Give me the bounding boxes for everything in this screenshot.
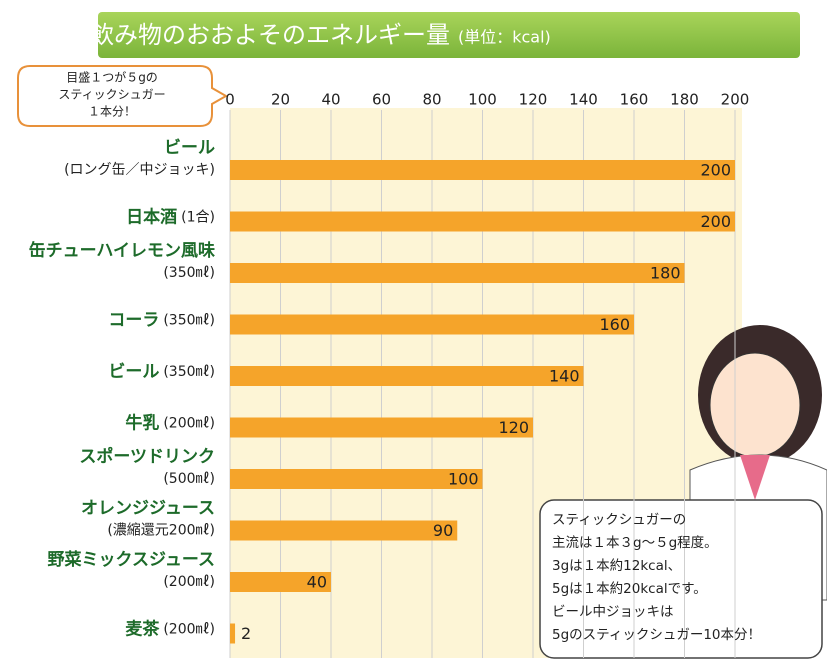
speech-text: 3gは１本約12kcal、 [552,558,681,574]
value-label: 140 [549,367,580,386]
x-tick-label: 100 [468,91,497,109]
category-label-group: ビール(350㎖) [108,362,215,382]
category-label: 野菜ミックスジュース [48,550,215,570]
value-label: 200 [700,212,731,231]
category-note: (200㎖) [163,574,215,590]
category-label: コーラ [108,311,159,331]
category-note: (1合) [181,210,215,226]
bar [230,263,685,283]
value-label: 100 [448,470,479,489]
x-tick-label: 120 [519,91,548,109]
category-label: ビール [108,362,159,382]
value-label: 180 [650,264,681,283]
x-tick-label: 60 [372,91,391,109]
speech-text: スティックシュガーの [552,512,686,528]
bar [230,624,235,644]
x-tick-label: 40 [321,91,340,109]
scale-note: 目盛１つが５gの [66,70,158,85]
bar [230,469,483,489]
x-tick-label: 200 [721,91,750,109]
category-note: (350㎖) [163,265,215,281]
category-label: 缶チューハイレモン風味 [29,240,215,261]
category-note: (200㎖) [163,416,215,432]
value-label: 40 [307,573,327,592]
category-label-group: コーラ(350㎖) [108,311,215,331]
scale-note: １本分！ [88,105,136,119]
chart-subtitle: (単位：kcal) [458,28,551,47]
category-label: 麦茶 [125,619,160,640]
bar [230,212,735,232]
x-tick-label: 20 [271,91,290,109]
x-tick-label: 0 [225,91,235,109]
category-label-group: 麦茶(200㎖) [125,619,215,640]
category-label-group: 牛乳(200㎖) [125,413,215,434]
category-note: (200㎖) [163,622,215,638]
category-label: オレンジジュース [81,499,215,519]
bar [230,160,735,180]
bar [230,418,533,438]
x-tick-label: 160 [620,91,649,109]
value-label: 200 [700,161,731,180]
category-label-group: 日本酒(1合) [126,207,215,228]
category-label: 牛乳 [125,413,159,434]
page: 飲み物のおおよそのエネルギー量 (単位：kcal) 目盛１つが５gのスティックシ… [0,0,827,664]
category-note: (ロング缶／中ジョッキ) [64,162,215,178]
scale-note: スティックシュガー [58,88,165,102]
bar [230,315,634,335]
value-label: 120 [498,418,529,437]
category-note: (500㎖) [163,471,215,487]
chart: 飲み物のおおよそのエネルギー量 (単位：kcal) 目盛１つが５gのスティックシ… [0,0,827,664]
speech-text: 5gは１本約20kcalです。 [552,581,707,597]
value-label: 2 [241,624,251,643]
value-label: 160 [599,315,630,334]
category-note: (350㎖) [163,313,215,329]
speech-text: 5gのスティックシュガー10本分！ [552,627,761,643]
category-note: (350㎖) [163,364,215,380]
bar [230,521,457,541]
category-label: ビール [164,138,215,158]
chart-title: 飲み物のおおよそのエネルギー量 [90,21,450,49]
x-tick-label: 140 [569,91,598,109]
x-tick-label: 80 [422,91,441,109]
speech-text: 主流は１本３g〜５g程度。 [552,535,718,551]
category-label: スポーツドリンク [79,446,215,467]
x-tick-label: 180 [670,91,699,109]
bar [230,366,584,386]
value-label: 90 [433,521,453,540]
speech-text: ビール中ジョッキは [552,604,674,620]
category-note: (濃縮還元200㎖) [107,523,215,539]
category-label: 日本酒 [126,207,177,228]
